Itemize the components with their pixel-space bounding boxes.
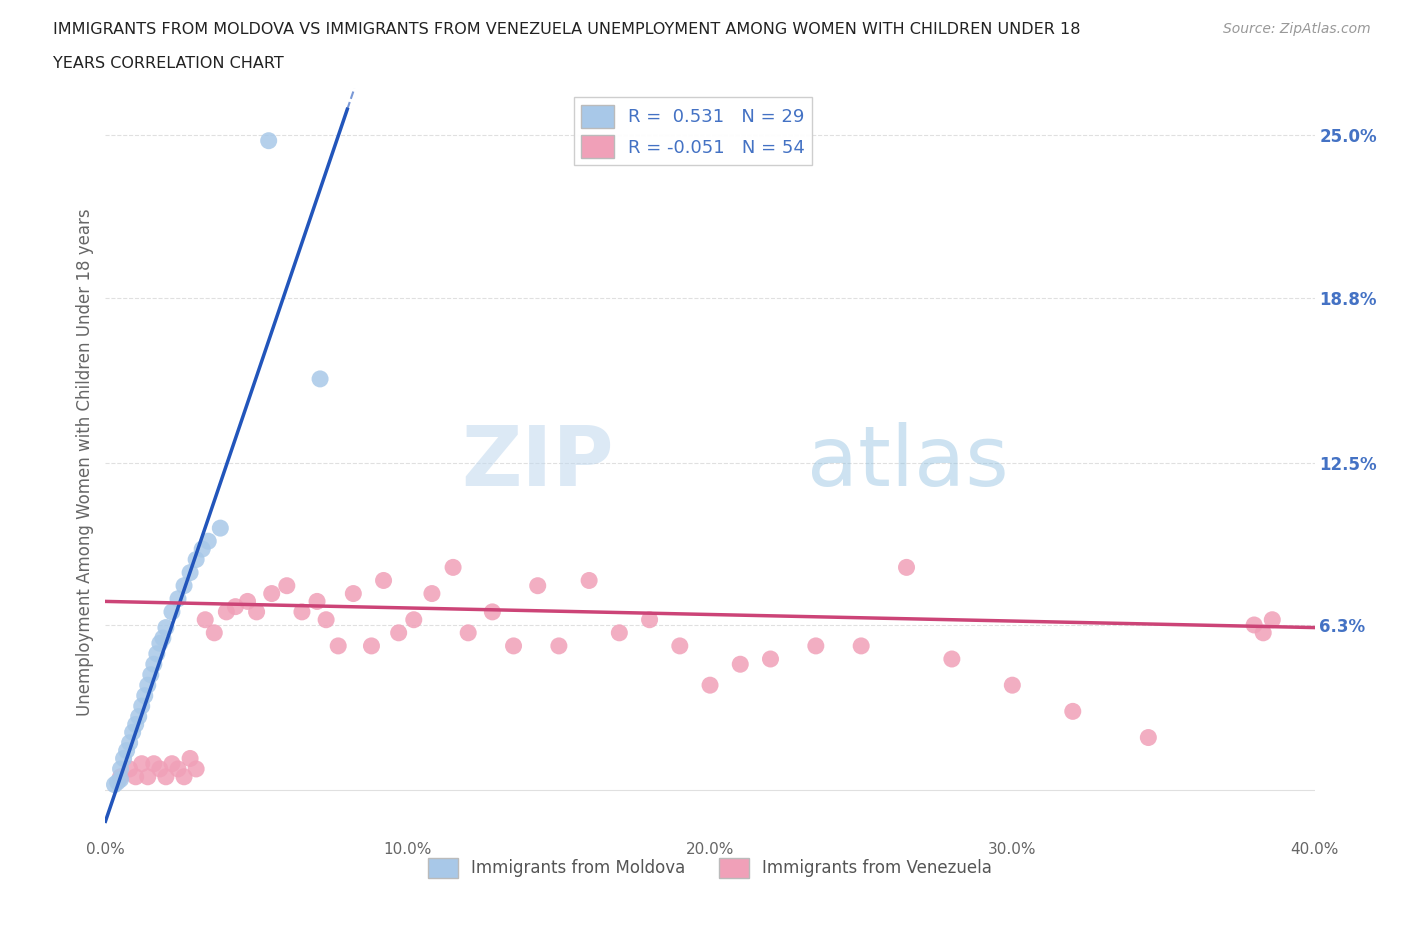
Text: ZIP: ZIP	[461, 422, 613, 503]
Point	[179, 565, 201, 580]
Y-axis label: Unemployment Among Women with Children Under 18 years: Unemployment Among Women with Children U…	[76, 209, 94, 716]
Point	[669, 639, 692, 654]
Point	[110, 772, 132, 787]
Legend: Immigrants from Moldova, Immigrants from Venezuela: Immigrants from Moldova, Immigrants from…	[422, 851, 998, 884]
Point	[388, 625, 411, 640]
Point	[941, 652, 963, 667]
Point	[215, 604, 238, 619]
Point	[342, 586, 364, 601]
Point	[155, 620, 177, 635]
Point	[328, 639, 350, 654]
Point	[1251, 625, 1274, 640]
Point	[186, 762, 208, 777]
Point	[526, 578, 548, 593]
Point	[849, 639, 872, 654]
Point	[1137, 730, 1160, 745]
Point	[179, 751, 201, 766]
Point	[110, 769, 132, 784]
Point	[124, 717, 148, 732]
Point	[896, 560, 918, 575]
Point	[699, 678, 721, 693]
Point	[209, 521, 232, 536]
Point	[118, 762, 141, 777]
Point	[136, 678, 159, 693]
Point	[246, 604, 269, 619]
Point	[112, 751, 135, 766]
Point	[167, 591, 190, 606]
Point	[118, 736, 141, 751]
Point	[194, 612, 217, 627]
Point	[149, 762, 172, 777]
Point	[131, 756, 153, 771]
Text: atlas: atlas	[807, 422, 1008, 503]
Point	[457, 625, 479, 640]
Point	[197, 534, 219, 549]
Point	[291, 604, 314, 619]
Point	[134, 688, 156, 703]
Point	[804, 639, 827, 654]
Point	[160, 756, 183, 771]
Point	[360, 639, 382, 654]
Point	[502, 639, 524, 654]
Point	[139, 667, 162, 682]
Point	[103, 777, 125, 792]
Text: YEARS CORRELATION CHART: YEARS CORRELATION CHART	[53, 56, 284, 71]
Point	[160, 604, 183, 619]
Point	[373, 573, 395, 588]
Text: Source: ZipAtlas.com: Source: ZipAtlas.com	[1223, 22, 1371, 36]
Point	[1261, 612, 1284, 627]
Point	[124, 769, 148, 784]
Point	[1243, 618, 1265, 632]
Point	[638, 612, 661, 627]
Point	[191, 541, 214, 556]
Point	[107, 775, 129, 790]
Point	[1062, 704, 1084, 719]
Point	[309, 371, 332, 386]
Point	[315, 612, 337, 627]
Point	[402, 612, 425, 627]
Point	[224, 599, 246, 614]
Point	[236, 594, 259, 609]
Point	[420, 586, 443, 601]
Point	[142, 657, 165, 671]
Point	[136, 769, 159, 784]
Point	[276, 578, 298, 593]
Point	[1001, 678, 1024, 693]
Point	[131, 698, 153, 713]
Point	[202, 625, 225, 640]
Point	[730, 657, 752, 671]
Point	[578, 573, 600, 588]
Point	[110, 762, 132, 777]
Point	[759, 652, 782, 667]
Point	[173, 578, 195, 593]
Point	[441, 560, 464, 575]
Point	[307, 594, 329, 609]
Point	[173, 769, 195, 784]
Point	[152, 631, 174, 645]
Point	[481, 604, 503, 619]
Point	[115, 743, 138, 758]
Point	[121, 724, 143, 739]
Point	[167, 762, 190, 777]
Point	[609, 625, 631, 640]
Point	[146, 646, 169, 661]
Point	[257, 133, 280, 148]
Point	[548, 639, 571, 654]
Point	[155, 769, 177, 784]
Point	[186, 552, 208, 567]
Text: IMMIGRANTS FROM MOLDOVA VS IMMIGRANTS FROM VENEZUELA UNEMPLOYMENT AMONG WOMEN WI: IMMIGRANTS FROM MOLDOVA VS IMMIGRANTS FR…	[53, 22, 1081, 37]
Point	[128, 710, 150, 724]
Point	[142, 756, 165, 771]
Point	[260, 586, 283, 601]
Point	[149, 636, 172, 651]
